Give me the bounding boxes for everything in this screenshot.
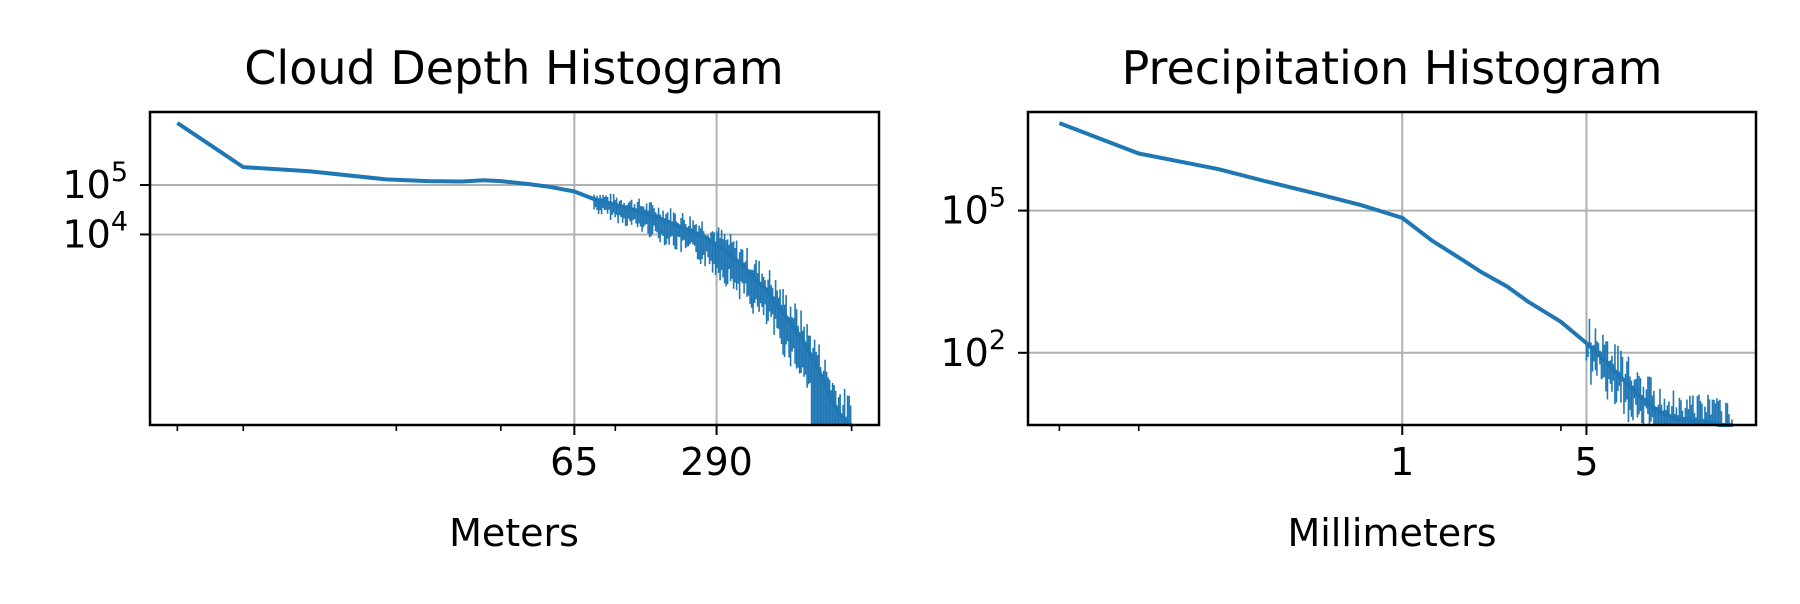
x-axis-label: Meters xyxy=(449,511,579,555)
plot-frame xyxy=(150,112,879,425)
chart-title: Cloud Depth Histogram xyxy=(244,41,783,95)
y-tick-label: 105 xyxy=(62,157,128,207)
x-tick-label: 5 xyxy=(1574,440,1598,484)
y-tick-label: 104 xyxy=(62,206,128,256)
x-axis-label: Millimeters xyxy=(1287,511,1496,555)
x-tick-label: 290 xyxy=(680,440,753,484)
plot-frame xyxy=(1028,112,1756,425)
precipitation-chart: Precipitation Histogram Millimeters 1 5 10… xyxy=(940,41,1756,555)
x-tick-label: 65 xyxy=(550,440,598,484)
chart-title: Precipitation Histogram xyxy=(1122,41,1663,95)
y-tick-label: 105 xyxy=(940,183,1006,233)
y-tick-label: 102 xyxy=(940,325,1006,375)
noise-band xyxy=(594,194,851,425)
x-tick-label: 1 xyxy=(1390,440,1414,484)
series-line xyxy=(177,123,851,425)
series-line xyxy=(1059,123,1733,425)
